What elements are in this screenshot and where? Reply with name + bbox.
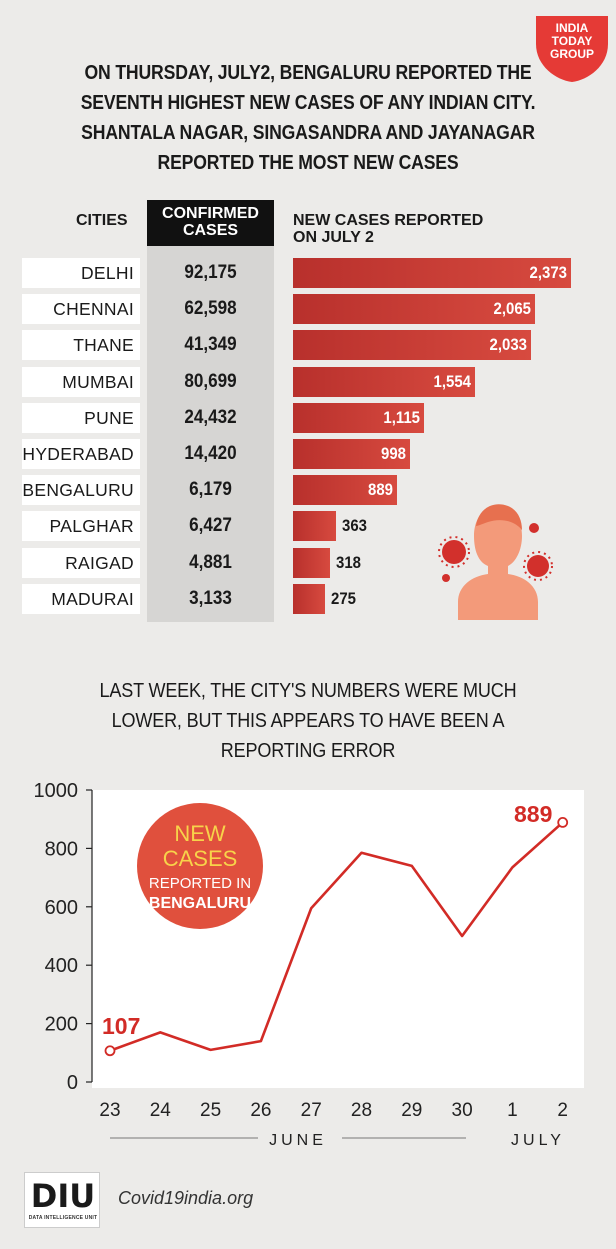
- headline-line: REPORTED THE MOST NEW CASES: [157, 151, 459, 174]
- y-tick-label: 1000: [34, 780, 79, 802]
- confirmed-cases-value: 41,349: [184, 334, 237, 356]
- new-cases-value: 1,554: [433, 371, 471, 391]
- confirmed-cases-value: 3,133: [189, 587, 232, 609]
- new-cases-value: 275: [331, 588, 356, 608]
- column-header-new-cases-line1: NEW CASES REPORTED: [293, 212, 484, 229]
- new-cases-bar: [293, 294, 535, 325]
- new-cases-value: 998: [381, 444, 406, 463]
- headline: ON THURSDAY, JULY2, BENGALURU REPORTED T…: [60, 58, 555, 178]
- city-label: MUMBAI: [22, 366, 140, 397]
- svg-text:GROUP: GROUP: [550, 47, 594, 61]
- y-tick-label: 400: [45, 955, 78, 977]
- new-cases-bar: [293, 547, 330, 578]
- line-chart-title-line: REPORTING ERROR: [220, 739, 396, 762]
- y-tick-label: 0: [67, 1072, 78, 1094]
- source-text: Covid19india.org: [118, 1188, 254, 1208]
- new-cases-value: 2,373: [529, 263, 567, 282]
- column-header-confirmed: CONFIRMED CASES: [147, 205, 274, 239]
- confirmed-cases-value: 92,175: [184, 262, 237, 283]
- x-tick-label: 1: [507, 1100, 518, 1121]
- x-tick-label: 28: [351, 1100, 372, 1121]
- new-cases-value: 2,033: [489, 335, 527, 355]
- new-cases-bar: [293, 511, 336, 542]
- svg-text:INDIA: INDIA: [556, 21, 589, 35]
- india-today-logo: INDIA TODAY GROUP: [532, 14, 612, 84]
- new-cases-value: 889: [368, 480, 393, 500]
- city-label: BENGALURU: [22, 475, 140, 506]
- confirmed-cases-value: 14,420: [184, 443, 237, 464]
- line-chart-panel: [92, 790, 584, 1088]
- city-label: DELHI: [22, 258, 140, 288]
- diu-logo: DIU DATA INTELLIGENCE UNIT: [24, 1172, 100, 1228]
- headline-line: SEVENTH HIGHEST NEW CASES OF ANY INDIAN …: [80, 91, 536, 114]
- confirmed-cases-value: 24,432: [184, 406, 237, 428]
- new-cases-bar: [293, 583, 325, 614]
- svg-text:TODAY: TODAY: [552, 34, 593, 48]
- diu-logo-subtext: DATA INTELLIGENCE UNIT: [28, 1215, 98, 1221]
- line-chart-title: LAST WEEK, THE CITY'S NUMBERS WERE MUCH …: [55, 676, 562, 766]
- new-cases-bar: [293, 402, 424, 433]
- new-cases-bar: [293, 475, 397, 506]
- diu-logo-text: DIU: [30, 1177, 96, 1215]
- city-label: CHENNAI: [22, 294, 140, 325]
- y-tick-label: 600: [45, 897, 78, 919]
- new-cases-bar: [293, 330, 531, 361]
- x-tick-label: 29: [401, 1100, 422, 1121]
- city-label: MADURAI: [22, 583, 140, 614]
- line-chart-title-line: LOWER, BUT THIS APPEARS TO HAVE BEEN A: [111, 709, 505, 732]
- new-cases-bar: [293, 258, 571, 288]
- new-cases-bar: [293, 439, 410, 469]
- column-header-confirmed-line2: CASES: [182, 222, 239, 239]
- x-tick-label: 27: [301, 1100, 322, 1121]
- confirmed-column-strip: [147, 246, 274, 622]
- headline-line: ON THURSDAY, JULY2, BENGALURU REPORTED T…: [84, 61, 532, 84]
- x-tick-label: 2: [557, 1100, 568, 1121]
- x-tick-label: 30: [452, 1100, 473, 1121]
- new-cases-value: 2,065: [493, 299, 531, 319]
- x-tick-label: 25: [200, 1100, 221, 1121]
- new-cases-bar: [293, 366, 475, 397]
- x-tick-label: 23: [99, 1100, 120, 1121]
- y-tick-label: 200: [45, 1014, 78, 1036]
- month-label-july: JULY: [511, 1132, 565, 1149]
- x-tick-label: 24: [150, 1100, 172, 1121]
- city-label: THANE: [22, 330, 140, 361]
- y-tick-label: 800: [45, 838, 78, 860]
- city-label: HYDERABAD: [22, 439, 140, 469]
- infected-person-icon: [438, 504, 553, 620]
- confirmed-cases-value: 6,179: [189, 479, 232, 501]
- column-header-cities: CITIES: [76, 212, 128, 229]
- column-header-confirmed-line1: CONFIRMED: [162, 205, 259, 222]
- new-cases-value: 318: [336, 552, 361, 572]
- confirmed-cases-value: 80,699: [184, 370, 237, 392]
- city-label: PUNE: [22, 402, 140, 433]
- city-label: RAIGAD: [22, 547, 140, 578]
- confirmed-header-background: [147, 200, 274, 246]
- city-label: PALGHAR: [22, 511, 140, 542]
- headline-line: SHANTALA NAGAR, SINGASANDRA AND JAYANAGA…: [81, 121, 535, 144]
- confirmed-cases-value: 4,881: [189, 551, 232, 573]
- new-cases-value: 1,115: [383, 407, 420, 427]
- confirmed-cases-value: 6,427: [189, 515, 232, 537]
- column-header-new-cases-line2: ON JULY 2: [293, 229, 374, 246]
- confirmed-cases-value: 62,598: [184, 298, 237, 320]
- month-label-june: JUNE: [269, 1132, 327, 1149]
- x-tick-label: 26: [250, 1100, 271, 1121]
- new-cases-value: 363: [342, 516, 367, 536]
- column-header-new-cases: NEW CASES REPORTED ON JULY 2: [293, 212, 483, 246]
- line-chart-title-line: LAST WEEK, THE CITY'S NUMBERS WERE MUCH: [99, 679, 517, 702]
